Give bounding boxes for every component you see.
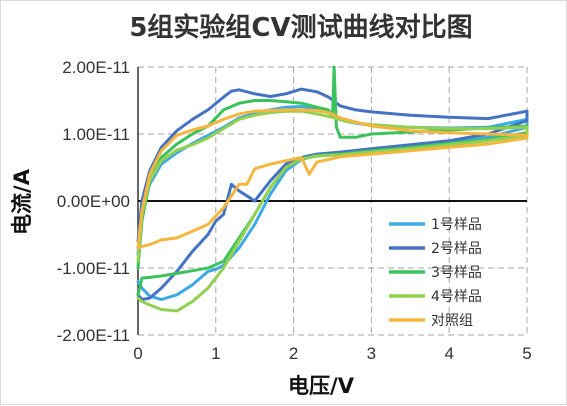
series-line-2 [136,87,529,301]
chart-title: 5组实验组CV测试曲线对比图 [129,12,472,43]
tick-labels: 0 1 2 3 4 5 -2.00E-11 -1.00E-11 0.00E+00 1.00E-11… [57,58,532,363]
legend-label: 1号样品 [431,217,482,233]
series-layer [136,65,529,313]
series-line-4 [136,109,529,313]
x-tick-label: 1 [211,344,220,363]
legend-label: 2号样品 [431,241,482,257]
series-line-5 [136,108,529,250]
y-axis-title: 电流/A [10,168,34,235]
x-tick-label: 3 [367,344,376,363]
x-tick-label: 0 [133,344,142,363]
y-tick-label: -1.00E-11 [57,259,130,278]
x-tick-label: 4 [444,344,453,363]
y-tick-label: 2.00E-11 [62,58,130,77]
x-tick-label: 5 [522,344,531,363]
legend-label: 4号样品 [431,289,482,305]
series-line-3 [136,65,529,297]
x-axis-title: 电压/V [288,374,355,398]
x-tick-label: 2 [289,344,298,363]
y-tick-label: 0.00E+00 [57,192,130,211]
legend-label: 对照组 [431,313,473,329]
legend-label: 3号样品 [431,265,482,281]
y-tick-label: -2.00E-11 [57,326,130,345]
y-tick-label: 1.00E-11 [62,125,130,144]
